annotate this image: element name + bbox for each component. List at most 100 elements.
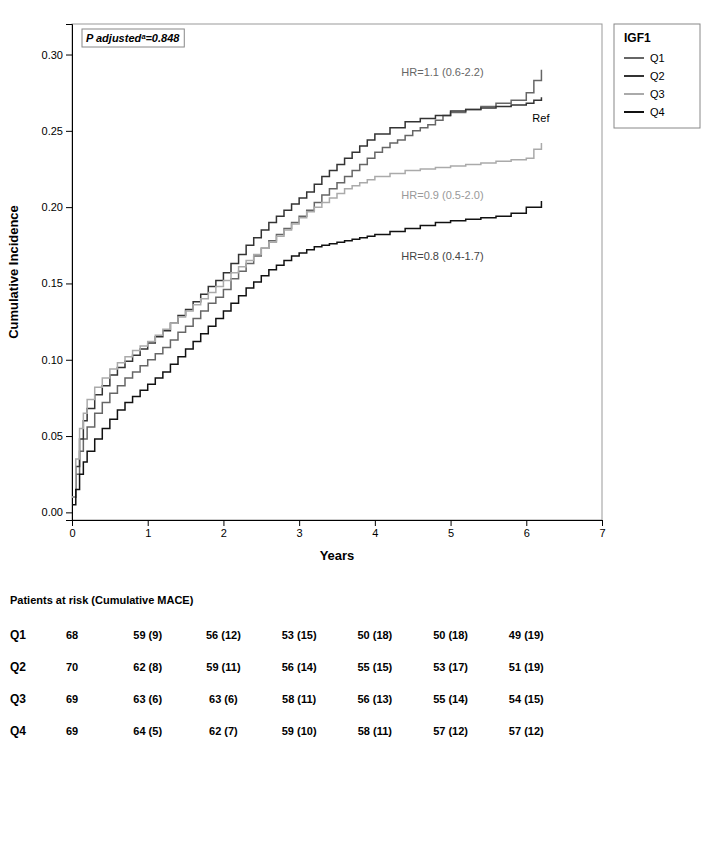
risk-cell: 53 (17) xyxy=(433,661,468,673)
y-tick-mark xyxy=(66,55,72,56)
y-tick-mark xyxy=(66,283,72,284)
x-tick-label: 5 xyxy=(448,527,454,539)
series-line xyxy=(72,143,541,497)
y-tick-label: 0.05 xyxy=(42,430,63,442)
y-tick-label: 0.00 xyxy=(42,506,63,518)
x-axis-line xyxy=(73,521,603,527)
y-tick-label: 0.30 xyxy=(42,49,63,61)
y-axis-title: Cumulative Incidence xyxy=(6,205,21,339)
x-tick-mark xyxy=(451,520,452,526)
y-tick-label: 0.25 xyxy=(42,125,63,137)
x-tick-label: 4 xyxy=(372,527,378,539)
risk-row-label: Q1 xyxy=(10,628,26,642)
y-tick: 0.05 xyxy=(42,430,72,442)
y-tick: 0.30 xyxy=(42,49,72,61)
chart-container: 012345670.000.050.100.150.200.250.30Year… xyxy=(0,0,714,844)
y-tick: 0.20 xyxy=(42,201,72,213)
risk-cell: 57 (12) xyxy=(433,725,468,737)
x-tick-label: 3 xyxy=(297,527,303,539)
risk-cell: 58 (11) xyxy=(282,693,317,705)
legend-swatch xyxy=(624,93,644,95)
x-tick-mark xyxy=(526,520,527,526)
risk-row-label: Q3 xyxy=(10,692,26,706)
y-tick-label: 0.20 xyxy=(42,201,63,213)
series-line xyxy=(72,97,541,497)
risk-cell: 51 (19) xyxy=(509,661,544,673)
legend-title: IGF1 xyxy=(624,31,651,45)
x-tick-mark xyxy=(223,520,224,526)
risk-cell: 55 (14) xyxy=(433,693,468,705)
risk-row-label: Q2 xyxy=(10,660,26,674)
risk-cell: 59 (10) xyxy=(282,725,317,737)
risk-cell: 50 (18) xyxy=(357,629,392,641)
risk-cell: 59 (9) xyxy=(133,629,162,641)
x-tick: 4 xyxy=(372,520,378,539)
risk-cell: 69 xyxy=(66,693,78,705)
risk-cell: 70 xyxy=(66,661,78,673)
y-tick-mark xyxy=(66,207,72,208)
risk-row-label: Q4 xyxy=(10,724,26,738)
x-tick: 6 xyxy=(524,520,530,539)
risk-cell: 49 (19) xyxy=(509,629,544,641)
legend-swatch xyxy=(624,57,644,59)
x-tick-label: 7 xyxy=(599,527,605,539)
y-tick: 0.25 xyxy=(42,125,72,137)
risk-cell: 62 (7) xyxy=(209,725,238,737)
x-tick-mark xyxy=(602,520,603,526)
x-tick: 7 xyxy=(599,520,605,539)
series-line xyxy=(72,70,541,497)
risk-cell: 50 (18) xyxy=(433,629,468,641)
x-axis-title: Years xyxy=(320,548,355,563)
y-tick-mark xyxy=(66,131,72,132)
risk-cell: 56 (14) xyxy=(282,661,317,673)
chart-svg: 012345670.000.050.100.150.200.250.30Year… xyxy=(0,0,714,844)
x-tick-mark xyxy=(299,520,300,526)
annotations: P adjustedᵃ=0.848HR=1.1 (0.6-2.2)RefHR=0… xyxy=(82,29,550,262)
x-tick: 1 xyxy=(145,520,151,539)
x-tick-label: 1 xyxy=(145,527,151,539)
y-axis-line xyxy=(66,25,73,521)
y-tick-mark xyxy=(66,360,72,361)
legend-entry: Q2 xyxy=(650,70,665,82)
y-tick-label: 0.15 xyxy=(42,277,63,289)
annotation: Ref xyxy=(532,112,550,124)
legend-entry: Q4 xyxy=(650,106,665,118)
x-tick: 5 xyxy=(448,520,454,539)
x-tick-label: 6 xyxy=(524,527,530,539)
legend-entry: Q1 xyxy=(650,52,665,64)
risk-cell: 54 (15) xyxy=(509,693,544,705)
y-tick: 0.10 xyxy=(42,354,72,366)
legend-swatch xyxy=(624,75,644,77)
x-tick: 0 xyxy=(69,520,75,539)
risk-cell: 62 (8) xyxy=(133,661,162,673)
x-tick-mark xyxy=(148,520,149,526)
risk-cell: 53 (15) xyxy=(282,629,317,641)
risk-cell: 63 (6) xyxy=(209,693,238,705)
risk-table-header: Patients at risk (Cumulative MACE) xyxy=(10,594,194,606)
series-line xyxy=(72,201,541,505)
risk-table: Patients at risk (Cumulative MACE) Q1 68 59… xyxy=(10,594,544,738)
risk-cell: 57 (12) xyxy=(509,725,544,737)
risk-cell: 56 (13) xyxy=(357,693,392,705)
x-tick-label: 0 xyxy=(69,527,75,539)
annotation: P adjustedᵃ=0.848 xyxy=(86,32,180,44)
x-tick-mark xyxy=(375,520,376,526)
annotation: HR=0.8 (0.4-1.7) xyxy=(401,250,483,262)
risk-cell: 68 xyxy=(66,629,78,641)
risk-cell: 63 (6) xyxy=(133,693,162,705)
x-tick: 3 xyxy=(297,520,303,539)
y-axis: 0.00 0.05 0.10 0.15 0.20 0.25 0.30 xyxy=(42,25,73,521)
legend-swatch xyxy=(624,111,644,113)
y-tick-label: 0.10 xyxy=(42,354,63,366)
y-tick-mark xyxy=(66,436,72,437)
risk-cell: 69 xyxy=(66,725,78,737)
plot-frame xyxy=(72,24,602,520)
risk-cell: 58 (11) xyxy=(358,725,393,737)
risk-cell: 56 (12) xyxy=(206,629,241,641)
y-tick: 0.00 xyxy=(42,506,72,518)
annotation-box xyxy=(82,29,184,47)
annotation: HR=0.9 (0.5-2.0) xyxy=(401,189,483,201)
x-axis: 01234567 xyxy=(69,520,605,539)
y-tick: 0.15 xyxy=(42,277,72,289)
y-tick-mark xyxy=(66,512,72,513)
